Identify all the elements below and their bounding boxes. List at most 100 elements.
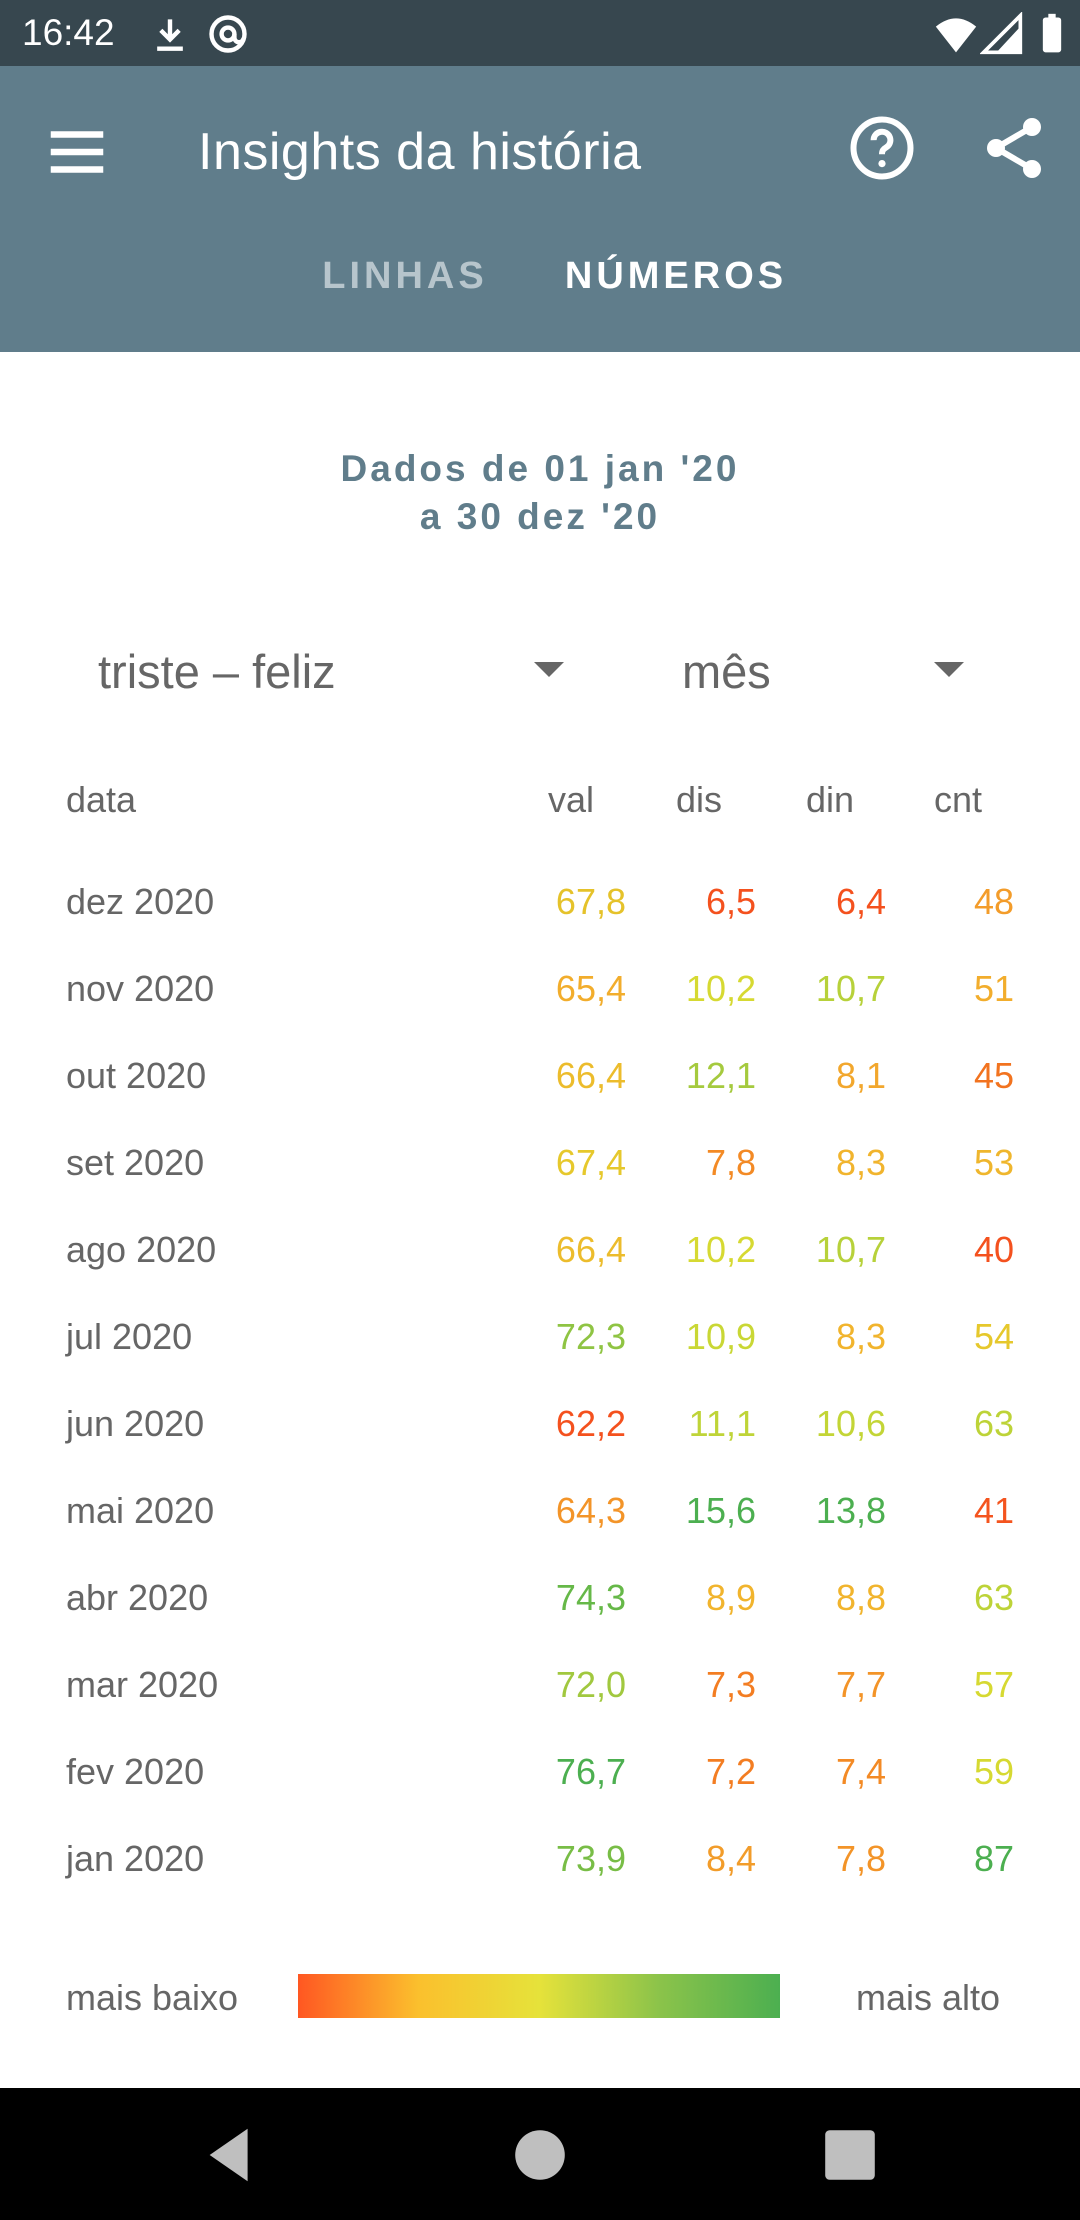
header-dis: dis: [676, 779, 723, 820]
row-dis: 11,1: [688, 1403, 756, 1444]
row-din: 13,8: [815, 1490, 886, 1531]
row-val: 76,7: [555, 1751, 626, 1792]
row-val: 72,3: [555, 1316, 626, 1357]
row-cnt: 53: [973, 1142, 1014, 1183]
row-val: 64,3: [555, 1490, 626, 1531]
row-cnt: 40: [973, 1229, 1014, 1270]
row-dis: 15,6: [685, 1490, 756, 1531]
row-dis: 7,8: [705, 1142, 756, 1183]
header-date: data: [66, 779, 137, 820]
row-cnt: 63: [973, 1577, 1014, 1618]
chevron-down-icon: [534, 662, 564, 677]
period-dropdown[interactable]: mês: [682, 632, 982, 712]
system-nav-bar: [0, 2088, 1080, 2220]
status-time: 16:42: [22, 12, 115, 53]
row-din: 7,4: [835, 1751, 886, 1792]
header-cnt: cnt: [934, 779, 983, 820]
header-din: din: [806, 779, 855, 820]
home-circle-icon[interactable]: [505, 2120, 575, 2190]
row-dis: 10,2: [685, 968, 756, 1009]
row-cnt: 41: [973, 1490, 1014, 1531]
row-din: 8,1: [835, 1055, 886, 1096]
row-date: mar 2020: [66, 1664, 219, 1705]
date-range-line1: Dados de 01 jan '20: [340, 448, 740, 489]
scale-dropdown[interactable]: triste – feliz: [98, 632, 568, 712]
row-date: out 2020: [66, 1055, 207, 1096]
signal-icon: [980, 12, 1023, 55]
row-cnt: 63: [973, 1403, 1014, 1444]
wifi-icon: [935, 18, 977, 53]
tab-numeros[interactable]: NÚMEROS: [564, 255, 788, 297]
row-dis: 7,3: [705, 1664, 756, 1705]
row-din: 6,4: [835, 881, 886, 922]
row-din: 10,7: [815, 968, 886, 1009]
row-date: mai 2020: [66, 1490, 215, 1531]
recents-square-icon[interactable]: [815, 2120, 885, 2190]
at-sign-icon: [209, 15, 247, 53]
row-date: fev 2020: [66, 1751, 205, 1792]
row-dis: 7,2: [705, 1751, 756, 1792]
share-icon[interactable]: [978, 112, 1050, 184]
page-title: Insights da história: [198, 123, 642, 181]
tab-linhas[interactable]: LINHAS: [322, 255, 488, 297]
help-circle-icon[interactable]: [846, 112, 918, 184]
row-din: 7,7: [835, 1664, 886, 1705]
table-row: dez 2020 67,8 6,5 6,4 48: [0, 866, 1080, 938]
row-cnt: 54: [973, 1316, 1014, 1357]
table-row: abr 2020 74,3 8,9 8,8 63: [0, 1562, 1080, 1634]
row-val: 66,4: [555, 1055, 626, 1096]
table-row: jan 2020 73,9 8,4 7,8 87: [0, 1823, 1080, 1895]
table-row: out 2020 66,4 12,1 8,1 45: [0, 1040, 1080, 1112]
row-din: 8,3: [835, 1142, 886, 1183]
row-din: 7,8: [835, 1838, 886, 1879]
row-dis: 6,5: [705, 881, 756, 922]
row-date: jul 2020: [66, 1316, 193, 1357]
row-cnt: 87: [973, 1838, 1014, 1879]
row-cnt: 59: [973, 1751, 1014, 1792]
row-dis: 8,9: [705, 1577, 756, 1618]
legend-low-label: mais baixo: [66, 1977, 239, 2018]
row-date: dez 2020: [66, 881, 215, 922]
row-din: 8,8: [835, 1577, 886, 1618]
row-din: 10,7: [815, 1229, 886, 1270]
row-val: 72,0: [555, 1664, 626, 1705]
row-date: ago 2020: [66, 1229, 217, 1270]
table-row: set 2020 67,4 7,8 8,3 53: [0, 1127, 1080, 1199]
row-cnt: 45: [973, 1055, 1014, 1096]
table-row: mai 2020 64,3 15,6 13,8 41: [0, 1475, 1080, 1547]
battery-icon: [1042, 13, 1062, 53]
row-val: 65,4: [555, 968, 626, 1009]
row-din: 10,6: [815, 1403, 886, 1444]
table-row: nov 2020 65,4 10,2 10,7 51: [0, 953, 1080, 1025]
row-date: set 2020: [66, 1142, 205, 1183]
row-dis: 8,4: [705, 1838, 756, 1879]
table-row: ago 2020 66,4 10,2 10,7 40: [0, 1214, 1080, 1286]
legend-high-label: mais alto: [856, 1977, 1001, 2018]
row-val: 67,8: [555, 881, 626, 922]
row-dis: 10,9: [685, 1316, 756, 1357]
row-dis: 10,2: [685, 1229, 756, 1270]
table-row: jul 2020 72,3 10,9 8,3 54: [0, 1301, 1080, 1373]
row-date: abr 2020: [66, 1577, 209, 1618]
row-cnt: 57: [973, 1664, 1014, 1705]
row-val: 66,4: [555, 1229, 626, 1270]
table-row: jun 2020 62,2 11,1 10,6 63: [0, 1388, 1080, 1460]
status-bar: 16:42: [0, 0, 1080, 66]
row-val: 62,2: [555, 1403, 626, 1444]
row-din: 8,3: [835, 1316, 886, 1357]
row-val: 74,3: [555, 1577, 626, 1618]
row-date: jan 2020: [66, 1838, 205, 1879]
row-cnt: 48: [973, 881, 1014, 922]
hamburger-menu-icon[interactable]: [42, 117, 112, 187]
table-row: fev 2020 76,7 7,2 7,4 59: [0, 1736, 1080, 1808]
row-date: nov 2020: [66, 968, 215, 1009]
row-cnt: 51: [973, 968, 1014, 1009]
period-dropdown-value: mês: [682, 645, 771, 698]
chevron-down-icon: [934, 662, 964, 677]
back-triangle-icon[interactable]: [198, 2120, 268, 2190]
table-row: mar 2020 72,0 7,3 7,7 57: [0, 1649, 1080, 1721]
scale-dropdown-value: triste – feliz: [98, 645, 336, 698]
download-icon: [157, 19, 183, 51]
row-val: 73,9: [555, 1838, 626, 1879]
row-dis: 12,1: [685, 1055, 756, 1096]
